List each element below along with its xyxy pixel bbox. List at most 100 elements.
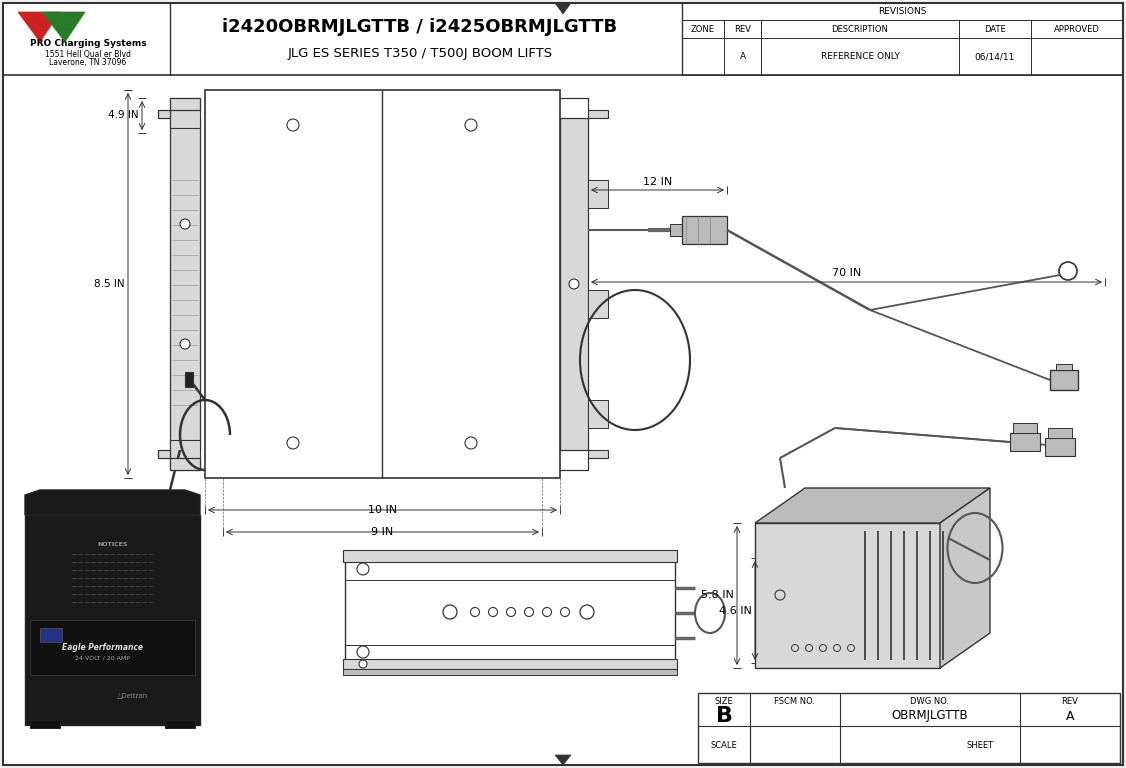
Text: — — — — — — — — — — — — —: — — — — — — — — — — — — — [72,592,153,598]
Text: — — — — — — — — — — — — —: — — — — — — — — — — — — — [72,561,153,565]
Bar [1056,364,1072,370]
Circle shape [465,119,477,131]
Circle shape [489,607,498,617]
Text: i2420OBRMJLGTTB / i2425OBRMJLGTTB: i2420OBRMJLGTTB / i2425OBRMJLGTTB [223,18,617,36]
Bar [724,20,761,38]
Text: ZONE: ZONE [691,25,715,34]
Circle shape [561,607,570,617]
Bar [343,669,677,675]
Bar [30,720,60,728]
Bar [682,20,724,38]
Circle shape [848,644,855,651]
Polygon shape [42,12,84,42]
Circle shape [820,644,826,651]
Bar [724,38,761,75]
Bar [560,118,588,450]
Text: △Deltran: △Deltran [117,692,149,698]
Circle shape [525,607,534,617]
Text: 24 VOLT / 20 AMP: 24 VOLT / 20 AMP [75,656,129,660]
Text: 12 IN: 12 IN [643,177,672,187]
Text: REV: REV [1062,697,1079,707]
Bar [345,558,674,663]
Text: 5.8 IN: 5.8 IN [701,591,734,601]
Bar [343,550,677,562]
Text: 4.9 IN: 4.9 IN [108,111,138,121]
Bar [170,98,200,128]
Circle shape [833,644,840,651]
Circle shape [507,607,516,617]
Bar [682,3,1123,20]
Circle shape [543,607,552,617]
Text: DWG NO.: DWG NO. [911,697,949,707]
Text: 8.5 IN: 8.5 IN [95,279,125,289]
Bar [343,659,677,669]
Text: SHEET: SHEET [966,740,993,750]
Circle shape [180,219,190,229]
Text: A: A [740,52,745,61]
Circle shape [805,644,813,651]
Text: Laverone, TN 37096: Laverone, TN 37096 [50,58,126,68]
Circle shape [569,279,579,289]
Text: A: A [1065,710,1074,723]
Bar [959,20,1031,38]
Text: REV: REV [734,25,751,34]
Circle shape [287,119,300,131]
Bar [756,523,940,668]
Bar [959,38,1031,75]
Polygon shape [555,3,571,14]
Text: — — — — — — — — — — — — —: — — — — — — — — — — — — — [72,552,153,558]
Text: 06/14/11: 06/14/11 [975,52,1016,61]
Polygon shape [560,98,608,118]
Text: SIZE: SIZE [715,697,733,707]
Text: — — — — — — — — — — — — —: — — — — — — — — — — — — — [72,568,153,574]
Circle shape [580,605,595,619]
Text: PRO Charging Systems: PRO Charging Systems [29,39,146,48]
Bar [41,628,62,642]
Bar [1045,438,1075,456]
Bar [761,20,959,38]
Bar [1010,433,1040,451]
Text: 1551 Hell Qual er Blvd: 1551 Hell Qual er Blvd [45,49,131,58]
Circle shape [775,590,785,600]
Bar [30,620,195,675]
Circle shape [180,339,190,349]
Bar [185,372,193,387]
Text: OBRMJLGTTB: OBRMJLGTTB [892,710,968,723]
Text: DESCRIPTION: DESCRIPTION [832,25,888,34]
Polygon shape [25,490,200,515]
Bar [682,216,727,244]
Text: JLG ES SERIES T350 / T500J BOOM LIFTS: JLG ES SERIES T350 / T500J BOOM LIFTS [287,47,553,59]
Text: FSCM NO.: FSCM NO. [775,697,815,707]
Bar [170,440,200,470]
Text: — — — — — — — — — — — — —: — — — — — — — — — — — — — [72,577,153,581]
Text: REFERENCE ONLY: REFERENCE ONLY [821,52,900,61]
Text: 4.6 IN: 4.6 IN [720,605,752,615]
Circle shape [287,437,300,449]
Text: REVISIONS: REVISIONS [878,7,927,16]
Bar [166,720,195,728]
Circle shape [792,644,798,651]
Text: Eagle Performance: Eagle Performance [62,644,143,653]
Polygon shape [158,450,200,470]
Text: 10 IN: 10 IN [368,505,397,515]
Bar [682,38,724,75]
Text: — — — — — — — — — — — — —: — — — — — — — — — — — — — [72,601,153,605]
Text: — — — — — — — — — — — — —: — — — — — — — — — — — — — [72,584,153,590]
Bar [170,118,200,450]
Text: 9 IN: 9 IN [372,527,394,537]
Text: DATE: DATE [984,25,1006,34]
Circle shape [359,660,367,668]
Bar [1048,428,1072,438]
Bar [25,515,200,725]
Bar [761,38,959,75]
Bar [1013,423,1037,433]
Circle shape [443,605,457,619]
Text: 70 IN: 70 IN [832,268,861,278]
Bar [1031,20,1123,38]
Bar [1051,370,1078,390]
Text: SCALE: SCALE [711,740,738,750]
Text: APPROVED: APPROVED [1054,25,1100,34]
Polygon shape [18,12,60,42]
Polygon shape [555,755,571,765]
Polygon shape [560,450,608,470]
